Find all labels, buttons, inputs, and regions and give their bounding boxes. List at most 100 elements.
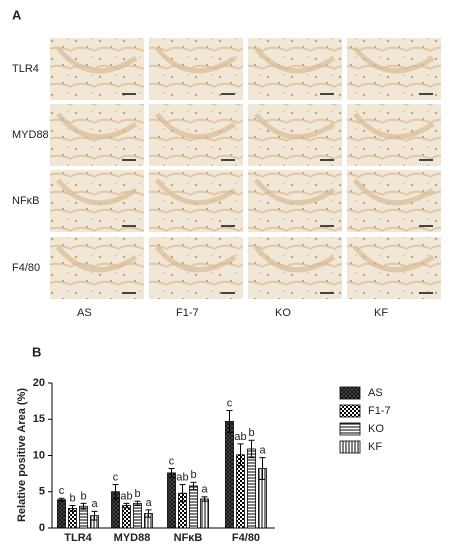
significance-label: b [80, 490, 86, 502]
tissue-fold [56, 46, 138, 74]
tissue-fold [254, 46, 336, 74]
tissue-fold [254, 178, 336, 206]
significance-label: c [59, 485, 65, 497]
row-label: TLR4 [12, 63, 39, 75]
significance-label: b [134, 488, 140, 500]
bar [57, 499, 66, 529]
error-bar [168, 468, 175, 478]
tissue-fold [155, 245, 237, 273]
scale-bar [320, 93, 334, 95]
x-tick-label: MYD88 [114, 532, 151, 544]
scale-bar [122, 292, 136, 294]
error-bar [259, 457, 266, 480]
x-tick-label: F4/80 [232, 532, 260, 544]
error-bar [226, 410, 233, 433]
scale-bar [419, 225, 433, 227]
significance-label: a [259, 445, 266, 457]
tissue-fold [353, 178, 435, 206]
bar [200, 498, 209, 529]
x-tick-label: TLR4 [64, 532, 92, 544]
y-tick-label: 5 [39, 486, 45, 498]
scale-bar [419, 159, 433, 161]
error-bar [145, 509, 152, 518]
significance-label: c [113, 471, 119, 483]
tissue-fold [56, 178, 138, 206]
scale-bar [221, 159, 235, 161]
tissue-fold [56, 245, 138, 273]
significance-label: b [190, 469, 196, 481]
scale-bar [320, 292, 334, 294]
tissue-fold [353, 112, 435, 140]
y-tick-label: 20 [33, 377, 45, 389]
error-bar [112, 484, 119, 500]
bar [189, 485, 198, 529]
significance-label: a [201, 484, 208, 496]
legend-label: KO [368, 423, 384, 435]
scale-bar [320, 225, 334, 227]
scale-bar [419, 93, 433, 95]
legend-swatch [339, 404, 361, 418]
scale-bar [122, 159, 136, 161]
tissue-fold [155, 46, 237, 74]
legend-label: F1-7 [368, 405, 391, 417]
row-label: F4/80 [12, 262, 40, 274]
legend-swatch [339, 440, 361, 454]
tissue-fold [155, 112, 237, 140]
bar [225, 421, 234, 529]
y-tick-label: 15 [33, 413, 45, 425]
bar [167, 472, 176, 529]
panel-label: A [12, 7, 22, 22]
column-label: KO [275, 307, 291, 319]
scale-bar [419, 292, 433, 294]
tissue-fold [353, 46, 435, 74]
column-label: AS [77, 307, 92, 319]
significance-label: c [227, 397, 233, 409]
bar [122, 505, 131, 529]
scale-bar [320, 159, 334, 161]
scale-bar [122, 93, 136, 95]
tissue-fold [254, 112, 336, 140]
x-tick-label: NFκB [174, 532, 203, 544]
significance-label: a [145, 497, 152, 509]
error-bar [237, 443, 244, 467]
significance-label: ab [120, 490, 132, 502]
legend-swatch [339, 422, 361, 436]
error-bar [190, 481, 197, 491]
significance-label: b [69, 492, 75, 504]
error-bar [179, 484, 186, 503]
y-tick-label: 0 [39, 522, 45, 534]
error-bar [123, 502, 130, 509]
bar [133, 502, 142, 529]
panel-label: B [32, 344, 41, 359]
error-bar [91, 510, 98, 521]
scale-bar [122, 225, 136, 227]
scale-bar [221, 225, 235, 227]
error-bar [248, 439, 255, 459]
legend-label: AS [368, 387, 383, 399]
significance-label: ab [176, 471, 188, 483]
significance-label: a [91, 498, 98, 510]
tissue-fold [353, 245, 435, 273]
scale-bar [221, 93, 235, 95]
row-label: NFκB [12, 195, 40, 207]
error-bar [134, 500, 141, 507]
tissue-fold [56, 112, 138, 140]
error-bar [58, 497, 65, 502]
error-bar [80, 502, 87, 510]
row-label: MYD88 [12, 129, 49, 141]
significance-label: b [248, 427, 254, 439]
error-bar [69, 505, 76, 512]
column-label: KF [374, 307, 388, 319]
legend-label: KF [368, 441, 382, 453]
error-bar [201, 496, 208, 502]
y-tick-label: 10 [33, 449, 45, 461]
column-label: F1-7 [176, 307, 199, 319]
tissue-fold [254, 245, 336, 273]
significance-label: c [169, 455, 175, 467]
scale-bar [221, 292, 235, 294]
significance-label: ab [234, 431, 246, 443]
legend-swatch [339, 386, 361, 400]
tissue-fold [155, 178, 237, 206]
